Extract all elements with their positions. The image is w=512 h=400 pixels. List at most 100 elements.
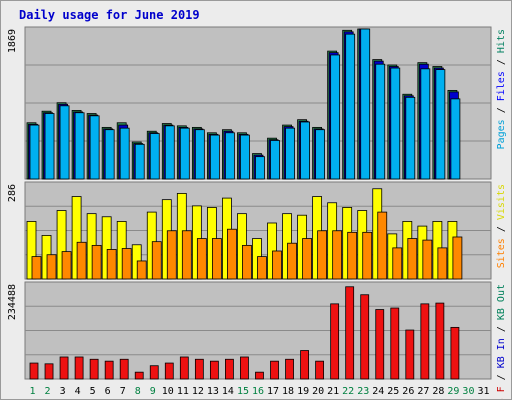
x-tick-label-day-4: 4 [75,386,81,397]
bar-traffic-kb-f-day-18 [285,358,294,380]
bar-traffic-kb-f-day-3 [59,356,69,380]
legend-kb-f: KB F [496,386,507,399]
bar-visits-sites-day-12 [196,238,207,280]
x-tick-label-day-7: 7 [120,386,126,397]
x-tick-label-day-25: 25 [387,386,399,397]
bar-visits-sites-day-5 [91,244,102,280]
x-tick-label-day-24: 24 [372,386,384,397]
x-tick-label-day-11: 11 [177,386,189,397]
bar-visits-sites-day-1 [31,256,42,280]
bar-traffic-kb-f-day-13 [209,360,219,380]
bar-requests-pages-day-12 [194,129,205,180]
bar-traffic-kb-f-day-8 [134,371,144,380]
panel-traffic-ymax-label: 234488 [7,284,18,320]
x-tick-label-day-5: 5 [90,386,96,397]
bar-traffic-kb-f-day-15 [240,356,249,380]
x-tick-label-day-22: 22 [342,386,354,397]
bar-requests-pages-day-25 [390,67,401,180]
x-tick-label-day-19: 19 [297,386,309,397]
bar-traffic-kb-f-day-28 [435,302,445,380]
panel-requests-ymax-label: 1869 [7,29,18,53]
bar-requests-pages-day-8 [134,143,145,180]
bar-visits-sites-day-18 [287,242,297,280]
panel-visits-legend: Sites / Visits [496,184,507,268]
bar-traffic-kb-f-day-7 [119,358,129,380]
bar-requests-pages-day-9 [149,133,160,180]
x-tick-label-day-8: 8 [135,386,141,397]
bar-requests-pages-day-6 [104,129,115,180]
bar-traffic-kb-f-day-23 [360,294,370,380]
x-tick-label-day-30: 30 [462,386,474,397]
bar-requests-pages-day-13 [209,134,220,180]
x-tick-label-day-14: 14 [222,386,234,397]
bar-traffic-kb-f-day-25 [390,307,400,380]
x-tick-label-day-13: 13 [207,386,219,397]
bar-traffic-kb-f-day-27 [420,303,430,380]
x-tick-label-day-3: 3 [60,386,66,397]
legend-sites: Sites [496,238,507,268]
bar-traffic-kb-f-day-5 [89,358,99,380]
x-tick-label-day-15: 15 [237,386,249,397]
legend-kb-in: KB In [496,338,507,368]
bar-visits-sites-day-15 [242,244,252,280]
bar-requests-pages-day-24 [375,63,386,180]
bar-visits-sites-day-17 [272,250,282,280]
x-tick-label-day-26: 26 [402,386,414,397]
bar-traffic-kb-f-day-11 [179,356,189,380]
bar-visits-sites-day-19 [302,238,312,280]
bar-requests-pages-day-22 [345,33,356,180]
bar-traffic-kb-f-day-24 [375,309,385,380]
x-tick-label-day-18: 18 [282,386,294,397]
bar-traffic-kb-f-day-10 [164,362,174,380]
panel-traffic-legend: KB F / KB In / KB Out [496,284,507,399]
bar-visits-sites-day-20 [317,230,328,280]
bar-traffic-kb-f-day-4 [74,356,84,380]
bar-visits-sites-day-14 [227,228,237,280]
bar-traffic-kb-f-day-29 [450,326,460,380]
bar-requests-pages-day-29 [450,98,461,180]
bar-visits-sites-day-23 [362,231,373,280]
bar-traffic-kb-f-day-20 [315,360,325,380]
bar-visits-sites-day-21 [332,230,343,280]
bar-traffic-kb-f-day-17 [270,360,279,380]
x-tick-label-day-10: 10 [162,386,174,397]
bar-visits-sites-day-4 [76,241,87,280]
x-tick-label-day-31: 31 [477,386,489,397]
legend-kb-out: KB Out [496,284,507,320]
bar-traffic-kb-f-day-12 [194,358,204,380]
bar-visits-sites-day-11 [181,230,192,280]
bar-visits-sites-day-10 [166,230,177,280]
bar-requests-pages-day-23 [360,28,371,180]
x-tick-label-day-9: 9 [150,386,156,397]
bar-visits-visits-day-1 [26,221,37,280]
bar-requests-pages-day-27 [420,68,431,180]
bar-visits-visits-day-6 [101,216,112,280]
bar-visits-sites-day-9 [151,241,162,280]
x-tick-label-day-6: 6 [105,386,111,397]
bar-traffic-kb-f-day-22 [345,286,355,380]
bar-traffic-kb-f-day-19 [300,350,309,380]
bar-visits-sites-day-29 [452,236,463,280]
bar-requests-pages-day-4 [74,112,85,180]
x-tick-label-day-23: 23 [357,386,369,397]
legend-hits: Hits [496,29,507,53]
x-tick-label-day-17: 17 [267,386,279,397]
chart-title: Daily usage for June 2019 [19,8,200,22]
bar-visits-sites-day-22 [347,231,358,280]
bar-requests-pages-day-14 [225,132,235,180]
x-tick-label-day-28: 28 [432,386,444,397]
bar-visits-sites-day-3 [61,251,72,280]
x-tick-label-day-29: 29 [447,386,459,397]
bar-requests-pages-day-10 [164,125,175,180]
bar-visits-sites-day-16 [257,256,267,280]
x-tick-label-day-1: 1 [30,386,36,397]
bar-requests-pages-day-15 [240,134,250,180]
bar-requests-pages-day-11 [179,127,190,180]
bar-traffic-kb-f-day-1 [29,362,39,380]
bar-traffic-kb-f-day-14 [225,358,234,380]
bar-requests-pages-day-21 [330,54,341,180]
bar-requests-pages-day-5 [89,115,100,180]
x-tick-label-day-12: 12 [192,386,204,397]
